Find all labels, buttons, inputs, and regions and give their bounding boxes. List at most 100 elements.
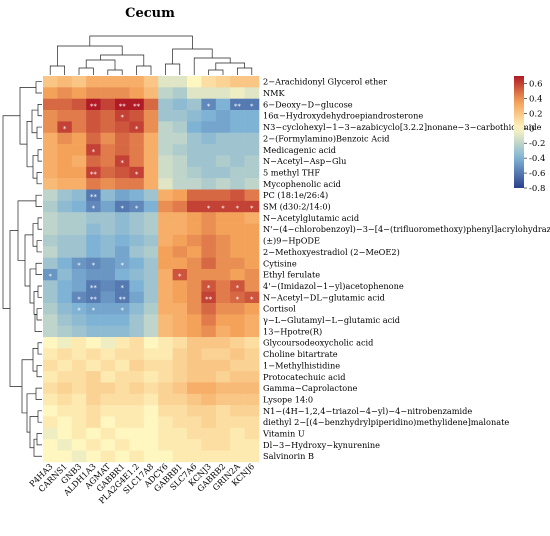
heatmap-cell xyxy=(100,189,116,202)
heatmap-cell xyxy=(100,348,116,361)
heatmap-cell xyxy=(100,439,116,451)
heatmap-cell xyxy=(129,155,145,168)
heatmap-cell xyxy=(215,268,231,281)
heatmap-cell xyxy=(71,234,87,247)
heatmap-cell xyxy=(100,178,116,190)
heatmap-cell xyxy=(230,427,245,440)
heatmap-cell xyxy=(86,178,101,190)
heatmap-cell xyxy=(143,212,159,224)
heatmap-cell xyxy=(244,325,260,338)
colorbar-tick-label: 0.4 xyxy=(529,94,543,104)
heatmap-cell xyxy=(57,223,73,236)
heatmap-cell xyxy=(172,427,188,440)
heatmap-cell xyxy=(230,200,245,213)
heatmap-cell xyxy=(57,246,73,258)
heatmap-cell xyxy=(172,121,188,134)
heatmap-cell xyxy=(187,405,202,417)
heatmap-cell xyxy=(115,178,130,190)
heatmap-cell xyxy=(143,348,159,361)
significance-mark: * xyxy=(207,205,211,213)
heatmap-cell xyxy=(57,268,73,281)
row-label: SM (d30:2/14:0) xyxy=(263,202,331,212)
column-dendrogram xyxy=(49,35,253,75)
heatmap-cell xyxy=(57,178,73,190)
heatmap-cell xyxy=(143,121,159,134)
heatmap-cell xyxy=(129,132,145,145)
heatmap-cell xyxy=(100,382,116,395)
heatmap-cell xyxy=(43,268,58,281)
heatmap-cell xyxy=(158,393,173,406)
significance-mark: * xyxy=(120,261,124,269)
heatmap-cell xyxy=(215,393,231,406)
heatmap-cell xyxy=(100,98,116,111)
heatmap-cell xyxy=(115,416,130,429)
significance-mark: * xyxy=(207,102,211,110)
heatmap-cell xyxy=(172,166,188,179)
heatmap-cells xyxy=(43,76,260,463)
heatmap-cell xyxy=(201,110,217,122)
dendrogram-link xyxy=(24,234,33,287)
heatmap-cell xyxy=(57,359,73,372)
heatmap-cell xyxy=(143,291,159,304)
heatmap-cell xyxy=(57,189,73,202)
significance-mark: * xyxy=(178,273,182,281)
heatmap-cell xyxy=(230,178,245,190)
heatmap-cell xyxy=(230,314,245,326)
heatmap-cell xyxy=(86,359,101,372)
heatmap-cell xyxy=(86,291,101,304)
heatmap-cell xyxy=(71,87,87,99)
dendrogram-link xyxy=(36,308,42,321)
dendrogram-link xyxy=(36,126,42,139)
heatmap-cell xyxy=(201,87,217,99)
heatmap-cell xyxy=(43,416,58,429)
heatmap-cell xyxy=(71,416,87,429)
heatmap-cell xyxy=(230,348,245,361)
heatmap-cell xyxy=(230,280,245,292)
significance-mark: ** xyxy=(234,102,242,110)
row-label: N'−(4−chlorobenzoyl)−3−[4−(trifluorometh… xyxy=(263,224,550,234)
heatmap-cell xyxy=(187,393,202,406)
heatmap-cell xyxy=(244,189,260,202)
heatmap-cell xyxy=(43,314,58,326)
heatmap-cell xyxy=(172,405,188,417)
significance-mark: * xyxy=(207,284,211,292)
heatmap-cell xyxy=(201,337,217,349)
row-label: N1−(4H−1,2,4−triazol−4−yl)−4−nitrobenzam… xyxy=(263,406,472,416)
heatmap-cell xyxy=(230,405,245,417)
heatmap-cell xyxy=(129,200,145,213)
heatmap-cell xyxy=(215,280,231,292)
heatmap-cell xyxy=(172,76,188,88)
heatmap-cell xyxy=(43,144,58,156)
heatmap-cell xyxy=(158,246,173,258)
heatmap-cell xyxy=(158,121,173,134)
heatmap-cell xyxy=(86,303,101,315)
heatmap-cell xyxy=(129,450,145,463)
row-label: Medicagenic acid xyxy=(263,145,336,155)
heatmap-cell xyxy=(172,359,188,372)
heatmap-cell xyxy=(187,76,202,88)
heatmap-cell xyxy=(100,268,116,281)
heatmap-cell xyxy=(230,416,245,429)
heatmap-cell xyxy=(201,178,217,190)
heatmap-cell xyxy=(86,189,101,202)
significance-mark: * xyxy=(77,307,81,315)
heatmap-cell xyxy=(244,405,260,417)
dendrogram-link xyxy=(193,57,231,75)
dendrogram-link xyxy=(237,67,253,75)
heatmap-cell xyxy=(244,87,260,99)
heatmap-cell xyxy=(100,87,116,99)
heatmap-cell xyxy=(158,98,173,111)
heatmap-cell xyxy=(172,87,188,99)
heatmap-cell xyxy=(143,246,159,258)
heatmap-cell xyxy=(172,348,188,361)
heatmap-cell xyxy=(230,98,245,111)
heatmap-cell xyxy=(172,212,188,224)
significance-mark: ** xyxy=(119,102,127,110)
heatmap-cell xyxy=(201,427,217,440)
heatmap-cell xyxy=(115,234,130,247)
dendrogram-link xyxy=(215,62,245,70)
heatmap-cell xyxy=(215,257,231,270)
heatmap-cell xyxy=(244,144,260,156)
heatmap-cell xyxy=(215,223,231,236)
heatmap-cell xyxy=(244,439,260,451)
